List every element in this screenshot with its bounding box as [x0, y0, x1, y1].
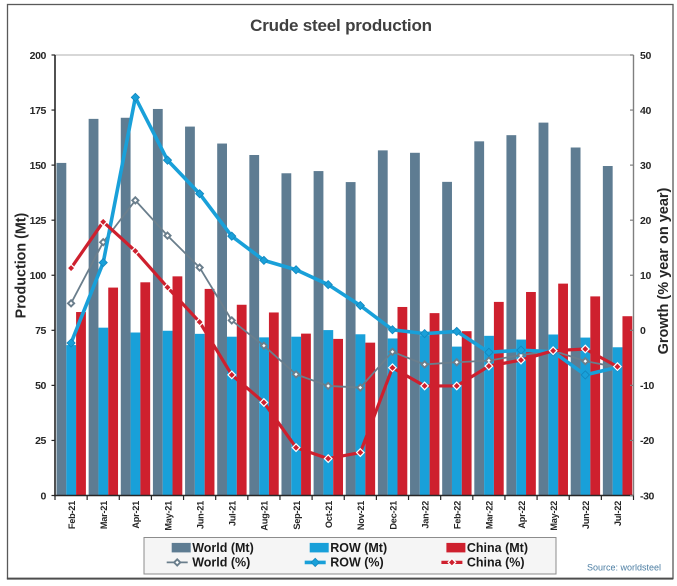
svg-text:10: 10: [640, 270, 651, 282]
svg-text:Dec-21: Dec-21: [388, 501, 398, 530]
svg-text:0: 0: [41, 490, 47, 502]
svg-text:125: 125: [30, 215, 47, 227]
svg-text:China (Mt): China (Mt): [467, 541, 528, 555]
svg-text:World (%): World (%): [192, 556, 250, 570]
svg-text:Crude steel production: Crude steel production: [250, 16, 432, 35]
svg-text:Production (Mt): Production (Mt): [14, 212, 30, 318]
svg-text:Jan-22: Jan-22: [420, 501, 430, 529]
svg-text:20: 20: [640, 215, 651, 227]
svg-text:Mar-21: Mar-21: [99, 501, 109, 529]
svg-text:40: 40: [640, 105, 651, 117]
svg-text:May-21: May-21: [163, 501, 173, 531]
svg-text:100: 100: [30, 270, 47, 282]
svg-text:ROW (Mt): ROW (Mt): [330, 541, 387, 555]
svg-text:Jul-21: Jul-21: [228, 501, 238, 526]
svg-text:Growth (% year on year): Growth (% year on year): [656, 187, 672, 354]
svg-text:Jun-22: Jun-22: [581, 501, 591, 529]
svg-text:-10: -10: [640, 380, 655, 392]
svg-text:150: 150: [30, 160, 47, 172]
svg-text:25: 25: [35, 435, 46, 447]
svg-text:China (%): China (%): [467, 556, 525, 570]
svg-text:Feb-21: Feb-21: [67, 501, 77, 529]
svg-text:ROW (%): ROW (%): [330, 556, 383, 570]
svg-text:Feb-22: Feb-22: [453, 501, 463, 529]
svg-text:50: 50: [35, 380, 46, 392]
svg-text:-30: -30: [640, 490, 655, 502]
svg-text:Aug-21: Aug-21: [260, 501, 270, 531]
svg-text:75: 75: [35, 325, 46, 337]
svg-text:Sep-21: Sep-21: [292, 501, 302, 530]
svg-text:May-22: May-22: [549, 501, 559, 531]
svg-text:50: 50: [640, 50, 651, 62]
svg-text:175: 175: [30, 105, 47, 117]
svg-text:-20: -20: [640, 435, 655, 447]
svg-text:World (Mt): World (Mt): [192, 541, 254, 555]
svg-text:Jul-22: Jul-22: [613, 501, 623, 526]
svg-text:Jun-21: Jun-21: [195, 501, 205, 529]
svg-text:Apr-22: Apr-22: [517, 501, 527, 529]
svg-text:0: 0: [640, 325, 646, 337]
svg-text:Mar-22: Mar-22: [485, 501, 495, 529]
svg-text:Oct-21: Oct-21: [324, 501, 334, 528]
svg-text:30: 30: [640, 160, 651, 172]
svg-text:200: 200: [30, 50, 47, 62]
svg-text:Apr-21: Apr-21: [131, 501, 141, 529]
svg-text:Source: worldsteel: Source: worldsteel: [587, 563, 661, 573]
svg-text:Nov-21: Nov-21: [356, 501, 366, 530]
